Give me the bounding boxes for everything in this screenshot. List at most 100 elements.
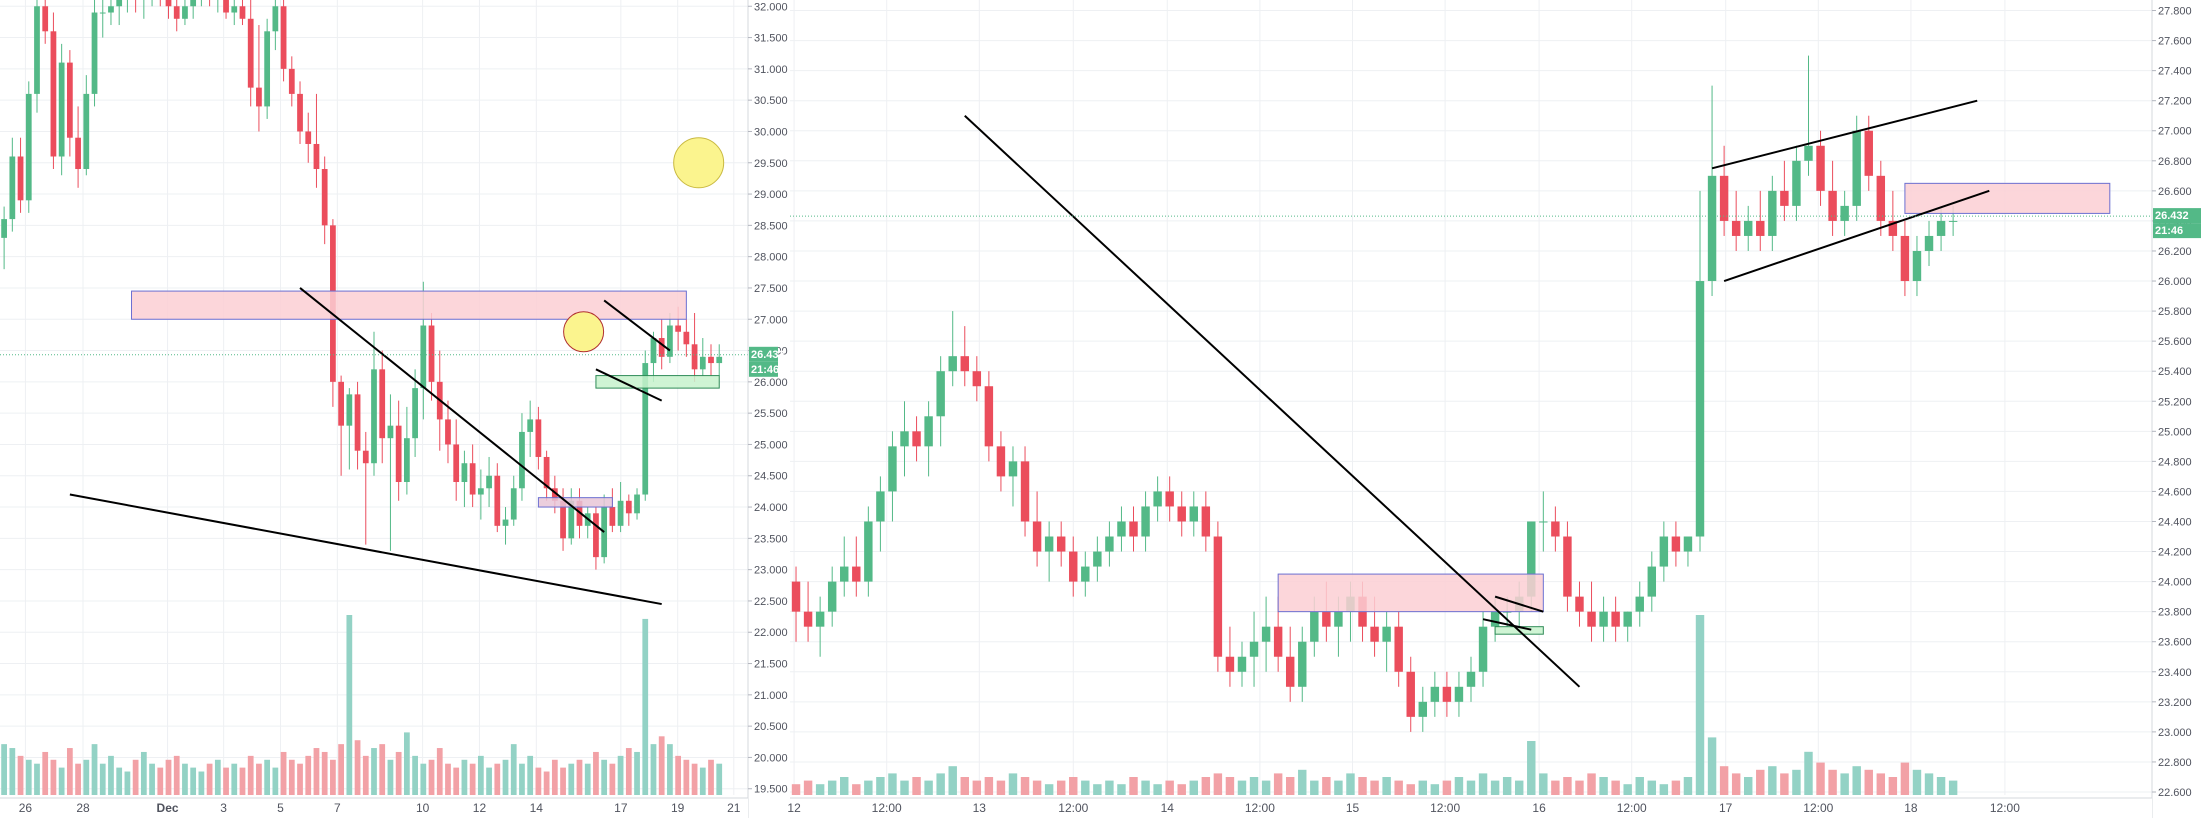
candle-body [1285,656,1295,687]
volume-bar [691,763,698,795]
volume-bar [477,755,484,795]
volume-bar [1695,615,1705,795]
trend-line[interactable] [1494,595,1544,613]
volume-bar [1370,780,1379,795]
trend-line[interactable] [69,493,662,606]
time-tick-label: 12:00 [1245,801,1275,815]
time-tick-label: 21 [727,801,741,815]
price-tick-label: 22.500 [754,596,788,608]
candle-body [864,521,873,582]
candle-body [667,325,673,357]
candle-body [1900,235,1910,282]
volume-bar [601,759,608,795]
volume-bar [609,763,616,795]
annotation-zone[interactable] [537,497,613,508]
volume-bar [1430,784,1440,795]
candle-body [99,12,106,14]
candle-body [1370,626,1379,642]
time-axis[interactable] [790,798,2152,818]
candle-body [1249,641,1259,657]
candle-body [1213,536,1223,657]
trend-line[interactable] [1723,189,1990,282]
candle-body [272,6,279,32]
candle-body [1744,220,1753,236]
candle-body [1924,235,1934,251]
trend-line[interactable] [1711,99,1978,170]
volume-bar [34,763,40,795]
volume-bar [198,771,205,795]
annotation-circle[interactable] [673,137,725,189]
candle-body [1056,536,1066,552]
candle-body [1069,551,1078,582]
time-tick-label: 19 [671,801,685,815]
volume-bar [9,748,16,795]
price-tick-label: 24.000 [2158,577,2192,589]
candle-body [1527,521,1536,597]
candle-body [1141,506,1150,537]
time-axis[interactable] [0,798,748,818]
price-tick-label: 23.000 [754,565,788,577]
candle-body [1599,611,1608,627]
volume-bar [699,767,706,795]
candle-body [264,31,271,107]
time-tick-label: Dec [157,801,179,815]
volume-bar [1671,780,1681,795]
annotation-zone[interactable] [1277,573,1544,613]
volume-bar [815,784,825,795]
trend-line[interactable] [1482,618,1532,631]
volume-bar [1117,784,1126,795]
candle-body [321,169,328,226]
candle-body [477,488,484,495]
candle-body [543,456,550,489]
annotation-circle[interactable] [563,311,605,353]
volume-bar [1418,780,1428,795]
price-tick-label: 25.500 [754,408,788,420]
volume-bar [453,767,460,795]
trend-line[interactable] [603,299,671,352]
candle-body [1237,656,1247,672]
candle-body [1105,536,1114,552]
trend-line[interactable] [299,287,605,533]
volume-bar [66,748,73,795]
trend-line[interactable] [964,114,1581,688]
volume-bar [1756,769,1765,795]
volume-bar [984,777,994,795]
price-tick-label: 27.600 [2158,36,2192,48]
candle-body [108,6,114,13]
chart-panel-left[interactable]: 19.500 20.000 20.500 21.000 21.500 22.000 22.5… [0,0,788,818]
chart-panel-right[interactable]: 22.600 22.800 23.000 23.200 23.400 23.600 23.8… [787,0,2201,818]
candle-body [1671,536,1681,552]
candle-body [502,519,509,526]
volume-bar [58,767,65,795]
volume-bar [305,755,312,795]
trend-line[interactable] [595,368,663,402]
candle-body [609,507,616,526]
candle-body [1635,596,1644,612]
candle-body [1912,250,1922,282]
candle-body [551,488,558,501]
time-tick-label: 12 [787,801,801,815]
volume-bar [1141,780,1150,795]
volume-bar [214,759,221,795]
volume-bar [1093,784,1102,795]
time-tick-label: 13 [973,801,987,815]
volume-bar [321,751,328,795]
price-axis[interactable] [748,0,778,818]
candle-body [1948,220,1958,222]
volume-bar [1442,780,1452,795]
candle-body [17,156,24,201]
candle-body [716,356,723,364]
candle-body [395,425,402,483]
volume-bar [1539,773,1548,795]
candle-body [1454,686,1464,702]
candle-body [1201,506,1211,537]
price-axis[interactable] [2152,0,2201,818]
price-tick-label: 27.000 [2158,126,2192,138]
annotation-zone[interactable] [131,290,687,320]
volume-bar [1249,777,1259,795]
volume-bar [313,748,320,795]
volume-bar [469,763,476,795]
candle-body [803,611,813,627]
volume-bar [1587,773,1596,795]
candle-body [280,6,287,69]
